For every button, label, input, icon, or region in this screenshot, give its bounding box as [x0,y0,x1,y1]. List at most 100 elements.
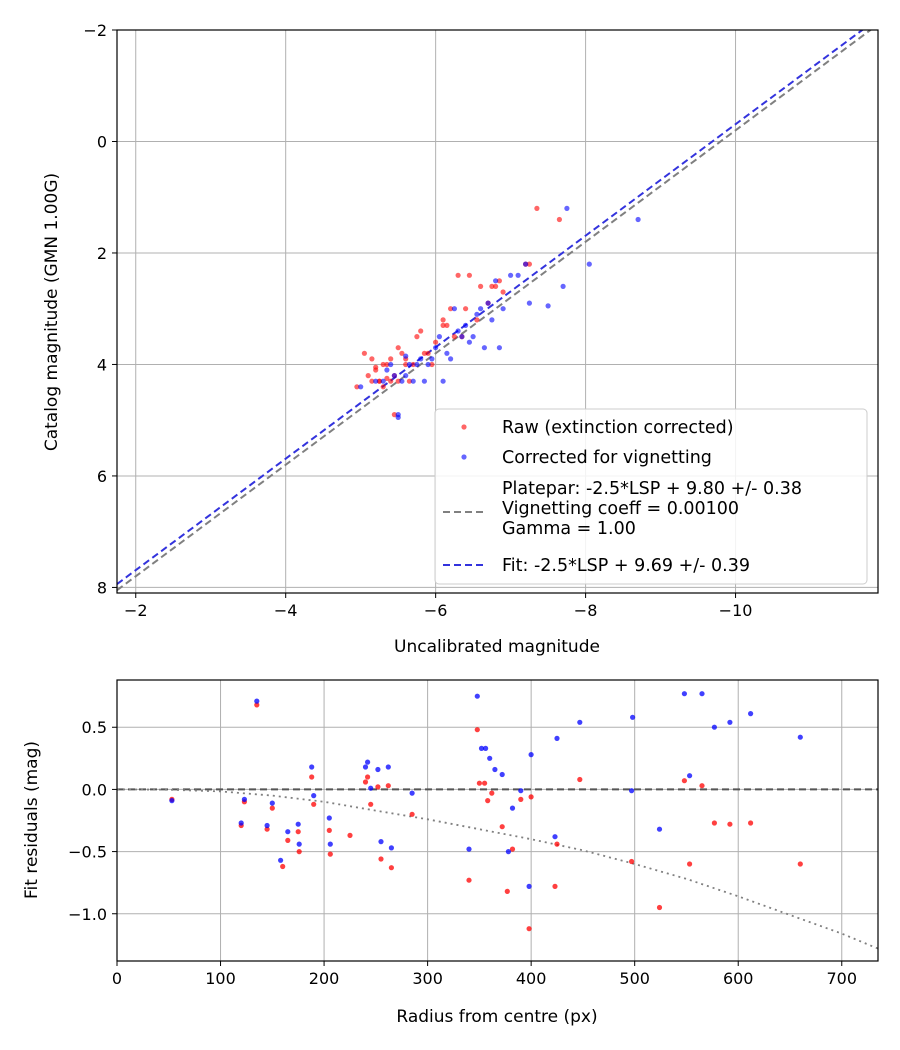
top-chart: −2 −4 −6 −8 −10 −2 0 2 4 6 8 Uncalibrated magnitud… [42,21,879,657]
bottom-point-s1 [492,766,498,773]
bottom-point-s1 [254,698,260,704]
top-point-s1 [425,361,431,368]
bottom-line-s3 [117,788,878,950]
top-point-s0 [429,361,435,368]
bottom-point-s0 [269,805,275,811]
bottom-point-s1 [518,788,524,794]
top-point-s0 [418,328,424,334]
bottom-point-s0 [727,821,733,827]
top-point-s1 [474,311,480,317]
top-point-s1 [414,361,420,368]
top-point-s0 [376,378,382,384]
top-point-s1 [429,356,435,362]
top-point-s0 [365,373,371,379]
top-point-s1 [433,345,439,351]
bottom-point-s0 [518,796,524,803]
bottom-lines [117,788,878,950]
bottom-point-s0 [554,841,560,847]
bottom-point-s1 [278,857,284,863]
top-point-s1 [448,356,454,362]
top-point-s0 [474,317,480,323]
top-point-s1 [526,300,533,306]
top-y-tick-label: 4 [97,355,107,374]
bottom-x-tick-label: 300 [412,969,443,988]
bottom-y-tick-label: −1.0 [68,905,107,924]
bottom-point-s0 [295,829,301,835]
bottom-point-s1 [241,796,247,803]
top-y-axis-label: Catalog magnitude (GMN 1.00G) [42,173,62,451]
bottom-point-s0 [362,779,369,785]
bottom-point-s1 [309,764,315,770]
bottom-point-s0 [748,820,754,826]
top-y-tick-label: 0 [97,132,107,151]
top-point-s1 [451,306,457,312]
top-point-s1 [440,378,446,384]
bottom-point-s1 [711,724,718,730]
bottom-point-s1 [466,846,472,852]
top-point-s1 [418,356,424,362]
bottom-point-s1 [269,800,275,806]
legend-label-fit: Fit: -2.5*LSP + 9.69 +/- 0.39 [502,556,750,576]
top-point-s1 [399,378,405,384]
bottom-point-s1 [699,691,705,697]
top-point-s0 [354,384,360,390]
top-point-s0 [478,283,484,289]
bottom-point-s1 [797,734,803,740]
top-point-s0 [361,350,367,356]
bottom-point-s1 [365,759,371,765]
legend-label-raw: Raw (extinction corrected) [502,418,734,438]
top-line-s3 [117,30,864,585]
bottom-point-s0 [552,883,558,890]
bottom-frame [116,679,879,962]
top-point-s0 [534,205,540,211]
bottom-x-tick-label: 500 [619,969,650,988]
bottom-point-s1 [375,766,381,773]
top-point-s1 [478,306,484,312]
top-point-s1 [373,378,379,384]
bottom-point-s1 [483,745,489,752]
top-point-s0 [373,364,379,370]
bottom-y-axis-label: Fit residuals (mag) [22,741,42,899]
bottom-point-s1 [296,841,302,847]
bottom-point-s1 [474,693,480,699]
top-point-s1 [500,306,506,312]
bottom-point-s1 [368,785,374,791]
top-point-s1 [545,303,551,309]
bottom-y-tick-label: −0.5 [68,843,107,862]
bottom-point-s1 [687,773,693,779]
top-y-tick-label: 6 [97,467,107,486]
top-point-s0 [556,216,563,223]
bottom-point-s0 [476,780,482,786]
bottom-point-s1 [487,755,493,761]
bottom-point-s0 [327,851,333,857]
top-point-s0 [425,350,431,356]
bottom-point-s1 [629,788,635,794]
bottom-point-s1 [577,719,583,725]
top-x-tick-label: −8 [574,601,598,620]
bottom-x-tick-label: 200 [309,969,340,988]
bottom-y-tick-label: 0.0 [82,780,107,799]
bottom-point-s1 [409,790,415,796]
bottom-point-s1 [656,826,663,832]
top-point-s0 [421,350,427,356]
top-point-s0 [440,317,446,323]
top-point-s1 [560,283,566,289]
top-frame [116,29,879,594]
bottom-point-s0 [375,784,381,790]
top-point-s1 [403,373,409,379]
top-y-tick-label: 2 [97,244,107,263]
top-point-s1 [508,272,514,278]
legend-label-corrected: Corrected for vignetting [502,448,712,468]
bottom-x-tick-label: 100 [205,969,236,988]
legend-marker-raw [461,424,467,430]
bottom-point-s0 [474,727,480,733]
top-point-s1 [421,378,427,384]
bottom-point-s0 [280,863,286,870]
bottom-point-s1 [388,845,394,851]
top-point-s0 [369,378,375,384]
bottom-point-s0 [409,811,415,817]
top-point-s0 [403,361,409,368]
top-x-axis-label: Uncalibrated magnitude [394,637,600,657]
top-point-s0 [410,361,416,368]
